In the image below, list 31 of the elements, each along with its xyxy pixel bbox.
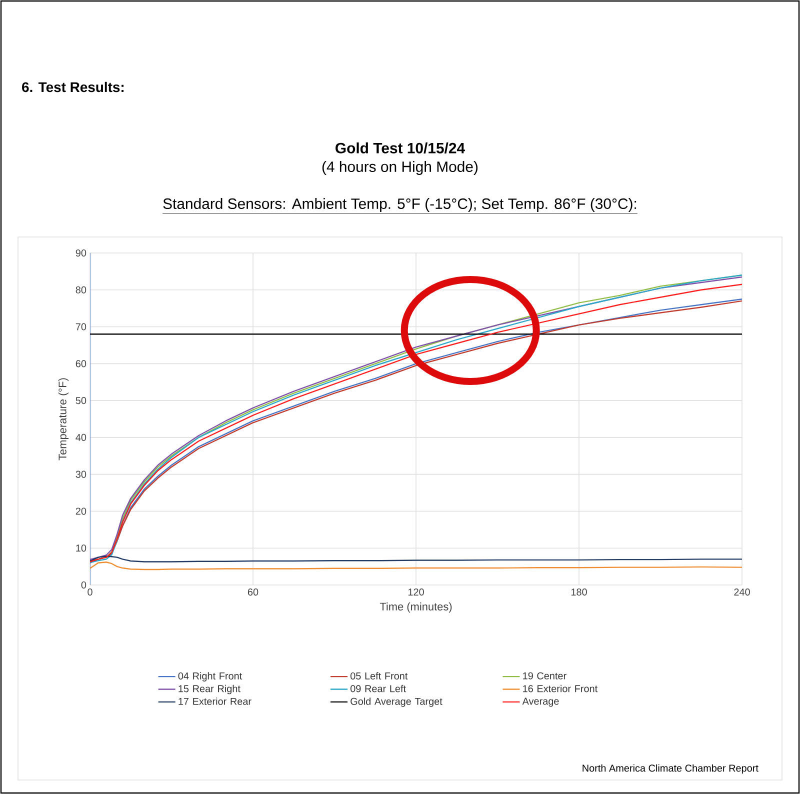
legend-label: 04 Right Front [178, 672, 242, 682]
y-tick-label: 60 [76, 360, 86, 368]
legend-label: 16 Exterior Front [523, 684, 598, 692]
x-tick-label: 60 [248, 588, 258, 596]
chart-title: Gold Test 10/15/24 [336, 142, 465, 154]
x-tick-label: 180 [571, 588, 587, 596]
text: Standard Sensors: Ambient Temp. 5°F (-15°C); Set Temp. 86°F (30°C): [163, 198, 636, 212]
legend-label: 09 Rear Left [350, 684, 406, 692]
legend-label: Average [522, 698, 559, 707]
x-axis-title: Time (minutes) [380, 602, 452, 613]
y-tick-label: 50 [76, 397, 86, 404]
legend-label: 05 Left Front [350, 672, 408, 680]
text: 6. Test Results: [22, 82, 124, 92]
chart-subtitle: (4 hours on High Mode) [322, 161, 478, 175]
legend-label: Gold Average Target [350, 698, 442, 707]
x-tick-label: 120 [408, 588, 424, 596]
legend-label: 15 Rear Right [178, 684, 240, 694]
x-tick-label: 240 [734, 588, 750, 596]
legend-label: 17 Exterior Rear [178, 698, 252, 705]
y-tick-label: 80 [76, 286, 86, 294]
y-tick-label: 40 [76, 434, 86, 441]
y-tick-label: 90 [76, 249, 86, 257]
y-tick-label: 30 [76, 470, 86, 478]
legend-label: 19 Center [523, 672, 566, 680]
y-tick-label: 0 [81, 581, 86, 589]
y-axis-title: Temperature (°F) [58, 378, 69, 460]
text: North America Climate Chamber Report [582, 764, 758, 774]
y-tick-label: 20 [76, 508, 86, 515]
y-tick-label: 10 [76, 544, 86, 552]
x-tick-label: 0 [88, 588, 92, 596]
y-tick-label: 70 [76, 323, 86, 330]
